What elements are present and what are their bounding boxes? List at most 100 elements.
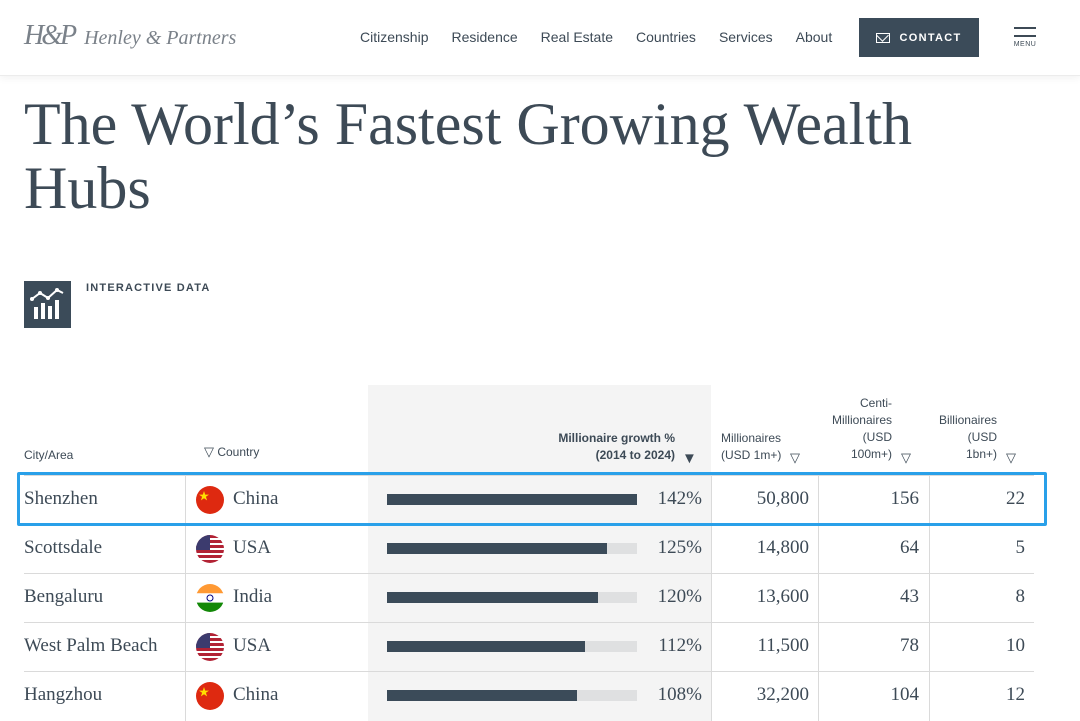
row-divider xyxy=(24,671,1034,672)
millionaires-cell: 13,600 xyxy=(756,586,809,607)
china-flag-icon xyxy=(196,486,224,514)
growth-bar xyxy=(387,543,637,554)
billionaires-cell: 10 xyxy=(1006,635,1025,656)
growth-cell: 112% xyxy=(658,635,702,656)
growth-bar xyxy=(387,641,637,652)
header-billionaires-line3: 1bn+) xyxy=(965,447,997,461)
header-country-label: Country xyxy=(217,445,260,459)
millionaires-cell: 50,800 xyxy=(756,488,809,509)
city-cell: Bengaluru xyxy=(24,586,104,607)
sort-active-icon[interactable]: ▼ xyxy=(682,450,697,467)
row-divider xyxy=(24,475,1034,476)
table-row[interactable]: Shenzhen China 142% 50,800 156 22 xyxy=(0,475,1080,524)
nav-residence[interactable]: Residence xyxy=(451,29,518,45)
logo-text: Henley & Partners xyxy=(84,27,237,49)
hamburger-icon-bar xyxy=(1014,35,1036,37)
growth-cell: 142% xyxy=(657,488,702,509)
table-row[interactable]: Bengaluru India 120% 13,600 43 8 xyxy=(0,573,1080,622)
centi-millionaires-cell: 78 xyxy=(900,635,919,656)
country-cell: USA xyxy=(233,635,272,656)
growth-bar-fill xyxy=(387,494,637,505)
contact-button-label: CONTACT xyxy=(899,31,962,44)
header-growth-line1: Millionaire growth % xyxy=(558,431,675,445)
header-growth[interactable]: Millionaire growth % (2014 to 2024) xyxy=(520,430,675,464)
millionaires-cell: 14,800 xyxy=(756,537,809,558)
country-cell: China xyxy=(233,684,279,705)
header-billionaires-line1: Billionaires xyxy=(938,413,997,427)
india-flag-icon xyxy=(196,584,224,612)
header-centi-millionaires[interactable]: Centi- Millionaires (USD 100m+) xyxy=(820,395,892,463)
billionaires-cell: 5 xyxy=(1015,537,1026,558)
sort-outline-icon: ▽ xyxy=(204,444,214,459)
header-centi-line1: Centi- xyxy=(859,396,892,410)
growth-bar-fill xyxy=(387,543,607,554)
mail-icon xyxy=(876,32,891,43)
column-divider xyxy=(711,475,712,721)
header-billionaires-line2: (USD xyxy=(967,430,997,444)
usa-flag-icon xyxy=(196,535,224,563)
centi-millionaires-cell: 64 xyxy=(900,537,919,558)
centi-millionaires-cell: 156 xyxy=(890,488,920,509)
growth-bar xyxy=(387,592,637,603)
country-cell: China xyxy=(233,488,279,509)
site-header: H&P Henley & Partners Citizenship Reside… xyxy=(0,0,1080,76)
contact-button[interactable]: CONTACT xyxy=(859,18,979,57)
header-millionaires[interactable]: Millionaires (USD 1m+) xyxy=(721,430,781,464)
nav-citizenship[interactable]: Citizenship xyxy=(360,29,429,45)
header-millionaires-line1: Millionaires xyxy=(721,431,782,445)
growth-bar xyxy=(387,494,637,505)
growth-bar-fill xyxy=(387,592,599,603)
column-divider xyxy=(185,475,186,721)
city-cell: Scottsdale xyxy=(24,537,103,558)
bar-chart-icon xyxy=(24,281,71,328)
row-divider xyxy=(24,622,1034,623)
country-cell: India xyxy=(233,586,273,607)
billionaires-cell: 22 xyxy=(1006,488,1025,509)
growth-cell: 125% xyxy=(657,537,702,558)
table-row[interactable]: Hangzhou China 108% 32,200 104 12 xyxy=(0,671,1080,720)
nav-countries[interactable]: Countries xyxy=(636,29,696,45)
header-centi-line3: (USD xyxy=(862,430,892,444)
city-cell: West Palm Beach xyxy=(24,635,158,656)
menu-button[interactable]: MENU xyxy=(1013,27,1037,48)
centi-millionaires-cell: 104 xyxy=(890,684,920,705)
usa-flag-icon xyxy=(196,633,224,661)
nav-real-estate[interactable]: Real Estate xyxy=(540,29,614,45)
logo[interactable]: H&P Henley & Partners xyxy=(24,20,236,52)
sort-outline-icon[interactable]: ▽ xyxy=(1006,450,1016,465)
millionaires-cell: 32,200 xyxy=(756,684,809,705)
billionaires-cell: 12 xyxy=(1006,684,1025,705)
row-divider xyxy=(24,573,1034,574)
sort-outline-icon[interactable]: ▽ xyxy=(901,450,911,465)
country-cell: USA xyxy=(233,537,272,558)
main-nav: Citizenship Residence Real Estate Countr… xyxy=(360,29,855,45)
nav-services[interactable]: Services xyxy=(718,29,773,45)
table-row[interactable]: Scottsdale USA 125% 14,800 64 5 xyxy=(0,524,1080,573)
growth-bar-fill xyxy=(387,690,577,701)
growth-cell: 108% xyxy=(657,684,702,705)
header-billionaires[interactable]: Billionaires (USD 1bn+) xyxy=(925,412,997,463)
nav-about[interactable]: About xyxy=(795,29,833,45)
growth-cell: 120% xyxy=(657,586,702,607)
china-flag-icon xyxy=(196,682,224,710)
interactive-data-label: INTERACTIVE DATA xyxy=(86,282,211,294)
sort-outline-icon[interactable]: ▽ xyxy=(790,450,800,465)
millionaires-cell: 11,500 xyxy=(757,635,809,656)
header-city[interactable]: City/Area xyxy=(24,448,74,462)
city-cell: Hangzhou xyxy=(24,684,103,705)
centi-millionaires-cell: 43 xyxy=(900,586,919,607)
menu-label: MENU xyxy=(1013,41,1037,48)
table-row[interactable]: West Palm Beach USA 112% 11,500 78 10 xyxy=(0,622,1080,671)
city-cell: Shenzhen xyxy=(24,488,98,509)
hamburger-icon xyxy=(1014,27,1036,29)
header-country[interactable]: ▽ Country xyxy=(204,443,259,461)
logo-mark: H&P xyxy=(24,20,77,51)
header-centi-line4: 100m+) xyxy=(850,447,892,461)
page-title: The World’s Fastest Growing Wealth Hubs xyxy=(24,91,913,221)
header-centi-line2: Millionaires xyxy=(831,413,892,427)
growth-bar-fill xyxy=(387,641,585,652)
billionaires-cell: 8 xyxy=(1015,586,1026,607)
column-divider xyxy=(929,475,930,721)
header-millionaires-line2: (USD 1m+) xyxy=(721,448,782,462)
growth-bar xyxy=(387,690,637,701)
